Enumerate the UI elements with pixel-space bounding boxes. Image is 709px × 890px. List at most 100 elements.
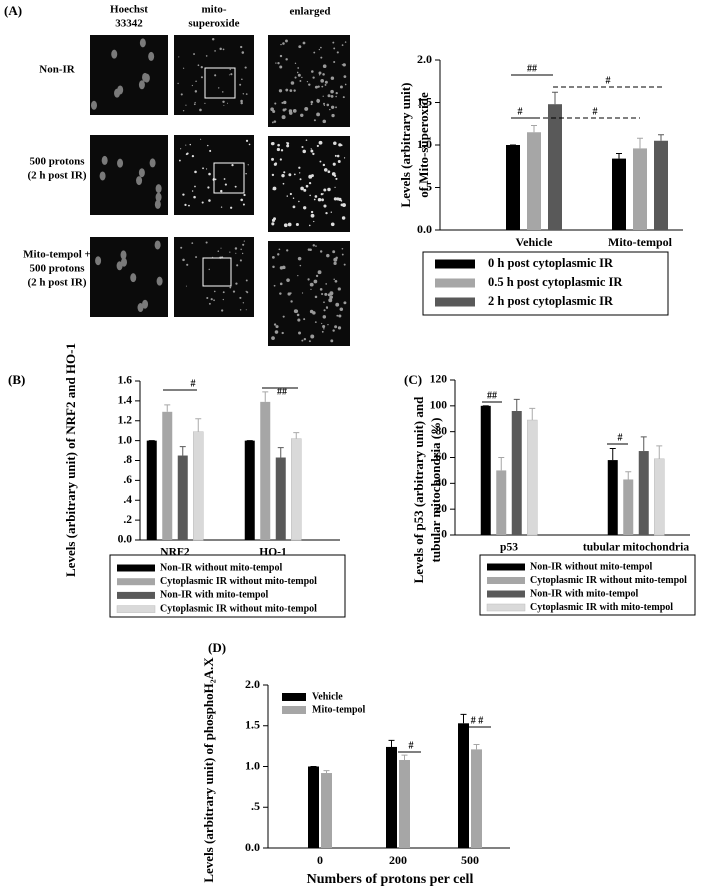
signal	[295, 222, 299, 227]
signal	[242, 243, 245, 246]
column-header: mito-	[201, 4, 226, 16]
signal	[308, 182, 312, 185]
micrograph	[268, 35, 350, 127]
nucleus	[120, 250, 127, 260]
signal	[342, 63, 346, 67]
bar	[496, 470, 507, 535]
signal	[297, 275, 299, 277]
signal	[341, 247, 344, 250]
signal	[273, 284, 276, 287]
column-header: superoxide	[188, 18, 239, 30]
bar	[146, 440, 157, 540]
bar	[480, 405, 491, 535]
signal	[309, 282, 314, 287]
signal	[327, 170, 331, 174]
signal	[326, 103, 330, 107]
signal	[320, 46, 322, 49]
signal	[339, 307, 344, 311]
signal	[300, 113, 304, 118]
y-tick-label: 1.0	[417, 137, 432, 151]
signal	[294, 76, 297, 79]
legend-swatch	[435, 259, 475, 269]
signal	[317, 101, 319, 104]
nucleus	[117, 85, 124, 95]
bar	[471, 749, 482, 848]
signal	[207, 144, 209, 147]
signal	[333, 261, 337, 266]
signal	[271, 157, 274, 161]
error-bar	[401, 754, 408, 760]
bar	[399, 759, 410, 848]
signal	[278, 89, 283, 93]
signal	[201, 201, 204, 204]
signal	[214, 178, 217, 181]
signal	[214, 50, 216, 52]
signal	[228, 74, 230, 76]
nucleus	[155, 192, 162, 202]
signal	[186, 263, 189, 266]
x-tick-label: 0	[317, 853, 323, 867]
signal	[289, 292, 292, 295]
signal	[195, 80, 197, 83]
zoom-box	[204, 67, 236, 99]
signal	[327, 187, 331, 192]
signal	[332, 250, 336, 254]
error-bar	[552, 91, 558, 105]
row-label: 500 protons	[29, 263, 85, 275]
signal	[299, 172, 301, 174]
signal	[296, 71, 299, 74]
signal	[194, 185, 196, 188]
y-tick-label: 2.0	[245, 677, 260, 691]
micrograph	[174, 237, 254, 317]
signal	[314, 85, 318, 89]
signal	[213, 299, 215, 302]
significance-label: #	[618, 432, 623, 443]
signal	[333, 278, 335, 281]
nucleus	[116, 261, 123, 271]
bar	[275, 457, 286, 540]
signal	[327, 323, 329, 326]
error-bar	[388, 739, 395, 747]
signal	[241, 51, 245, 54]
signal	[321, 292, 324, 296]
signal	[274, 162, 278, 165]
legend-swatch	[116, 605, 156, 613]
signal	[323, 168, 328, 172]
nucleus	[139, 38, 146, 48]
signal	[234, 185, 237, 188]
signal	[235, 252, 237, 254]
nucleus	[154, 240, 161, 250]
row-label: 500 protons	[29, 156, 85, 168]
y-tick-label: 60	[436, 451, 448, 463]
signal	[338, 143, 342, 147]
y-tick-label: 1.2	[118, 414, 133, 426]
signal	[279, 65, 283, 69]
nucleus	[130, 273, 137, 283]
signal	[220, 189, 223, 193]
y-tick-label: 1.4	[118, 395, 133, 407]
column-header: Hoechst	[110, 4, 148, 16]
signal	[287, 222, 292, 227]
signal	[342, 96, 345, 99]
signal	[281, 331, 284, 335]
signal	[191, 84, 193, 87]
significance-label: ##	[527, 63, 537, 74]
signal	[303, 318, 306, 321]
signal	[229, 251, 231, 253]
signal	[214, 74, 217, 77]
signal	[326, 253, 330, 258]
signal	[314, 321, 317, 323]
signal	[286, 249, 289, 252]
nucleus	[154, 199, 161, 209]
signal	[283, 223, 288, 228]
error-bar	[616, 153, 622, 159]
signal	[242, 302, 245, 304]
signal	[206, 296, 209, 300]
signal	[245, 309, 247, 311]
signal	[220, 247, 222, 249]
signal	[321, 198, 324, 202]
signal	[211, 37, 215, 41]
signal	[302, 149, 307, 154]
signal	[286, 142, 290, 145]
y-tick-label: 20	[436, 503, 448, 515]
